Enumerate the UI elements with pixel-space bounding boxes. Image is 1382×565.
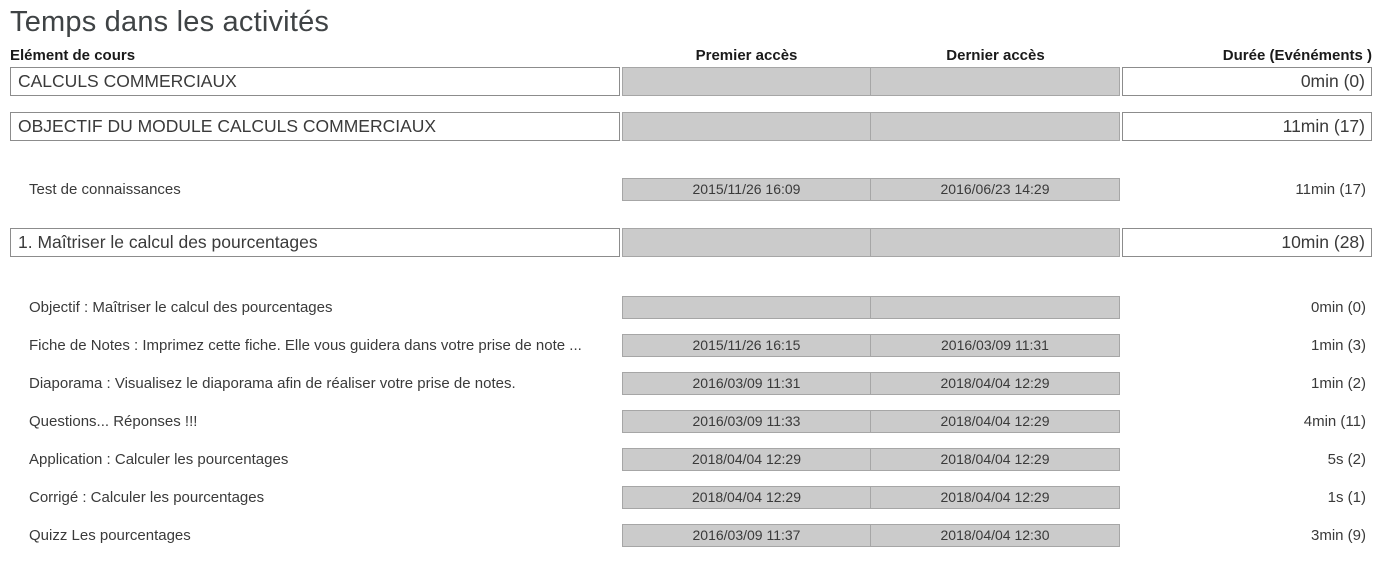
course-element-box: 1. Maîtriser le calcul des pourcentages xyxy=(10,228,620,257)
duration-box: 11min (17) xyxy=(1122,112,1372,141)
duration-value: 4min (11) xyxy=(1303,413,1366,430)
course-element-label: Quizz Les pourcentages xyxy=(29,527,191,544)
first-access-cell: 2015/11/26 16:09 xyxy=(622,178,871,201)
first-access-cell: 2018/04/04 12:29 xyxy=(622,448,871,471)
table-row-activity: Questions... Réponses !!! 2016/03/09 11:… xyxy=(10,410,1372,433)
course-element-label: Test de connaissances xyxy=(29,181,181,198)
first-access-cell: 2016/03/09 11:37 xyxy=(622,524,871,547)
last-access-cell xyxy=(871,67,1120,96)
header-course-element: Elément de cours xyxy=(10,47,136,64)
time-in-activities-report: Temps dans les activités Elément de cour… xyxy=(0,4,1382,565)
first-access-cell xyxy=(622,67,871,96)
header-duration: Durée (Evénéments ) xyxy=(1222,47,1372,64)
last-access-cell xyxy=(871,112,1120,141)
table-row-section: CALCULS COMMERCIAUX 0min (0) xyxy=(10,67,1372,96)
table-row-activity: Objectif : Maîtriser le calcul des pourc… xyxy=(10,296,1372,319)
page-title: Temps dans les activités xyxy=(10,6,330,38)
table-row-activity: Quizz Les pourcentages 2016/03/09 11:37 … xyxy=(10,524,1372,547)
header-first-access: Premier accès xyxy=(695,47,798,64)
last-access-cell: 2016/06/23 14:29 xyxy=(871,178,1120,201)
last-access-cell: 2018/04/04 12:29 xyxy=(871,448,1120,471)
course-element-label: Objectif : Maîtriser le calcul des pourc… xyxy=(29,299,333,316)
table-row-activity: Diaporama : Visualisez le diaporama afin… xyxy=(10,372,1372,395)
table-row-activity: Test de connaissances 2015/11/26 16:09 2… xyxy=(10,178,1372,201)
last-access-cell xyxy=(871,296,1120,319)
course-element-label: Corrigé : Calculer les pourcentages xyxy=(29,489,265,506)
duration-box: 10min (28) xyxy=(1122,228,1372,257)
duration-value: 1min (2) xyxy=(1310,375,1366,392)
first-access-cell: 2016/03/09 11:33 xyxy=(622,410,871,433)
table-row-section: 1. Maîtriser le calcul des pourcentages … xyxy=(10,228,1372,257)
duration-value: 0min (0) xyxy=(1310,299,1366,316)
duration-box: 0min (0) xyxy=(1122,67,1372,96)
table-row-activity: Fiche de Notes : Imprimez cette fiche. E… xyxy=(10,334,1372,357)
course-element-box: OBJECTIF DU MODULE CALCULS COMMERCIAUX xyxy=(10,112,620,141)
course-element-label: Diaporama : Visualisez le diaporama afin… xyxy=(29,375,516,392)
last-access-cell xyxy=(871,228,1120,257)
last-access-cell: 2018/04/04 12:29 xyxy=(871,486,1120,509)
first-access-cell xyxy=(622,228,871,257)
first-access-cell: 2015/11/26 16:15 xyxy=(622,334,871,357)
course-element-label: Application : Calculer les pourcentages xyxy=(29,451,289,468)
first-access-cell xyxy=(622,112,871,141)
course-element-label: Questions... Réponses !!! xyxy=(29,413,198,430)
duration-value: 1s (1) xyxy=(1327,489,1366,506)
duration-value: 1min (3) xyxy=(1310,337,1366,354)
header-last-access: Dernier accès xyxy=(946,47,1045,64)
table-row-section: OBJECTIF DU MODULE CALCULS COMMERCIAUX 1… xyxy=(10,112,1372,141)
duration-value: 5s (2) xyxy=(1327,451,1366,468)
course-element-box: CALCULS COMMERCIAUX xyxy=(10,67,620,96)
first-access-cell xyxy=(622,296,871,319)
duration-value: 11min (17) xyxy=(1295,181,1366,198)
last-access-cell: 2018/04/04 12:30 xyxy=(871,524,1120,547)
last-access-cell: 2016/03/09 11:31 xyxy=(871,334,1120,357)
course-element-label: Fiche de Notes : Imprimez cette fiche. E… xyxy=(29,337,582,354)
table-row-activity: Corrigé : Calculer les pourcentages 2018… xyxy=(10,486,1372,509)
last-access-cell: 2018/04/04 12:29 xyxy=(871,372,1120,395)
table-header: Elément de cours Premier accès Dernier a… xyxy=(10,45,1372,65)
last-access-cell: 2018/04/04 12:29 xyxy=(871,410,1120,433)
first-access-cell: 2016/03/09 11:31 xyxy=(622,372,871,395)
first-access-cell: 2018/04/04 12:29 xyxy=(622,486,871,509)
table-row-activity: Application : Calculer les pourcentages … xyxy=(10,448,1372,471)
duration-value: 3min (9) xyxy=(1310,527,1366,544)
